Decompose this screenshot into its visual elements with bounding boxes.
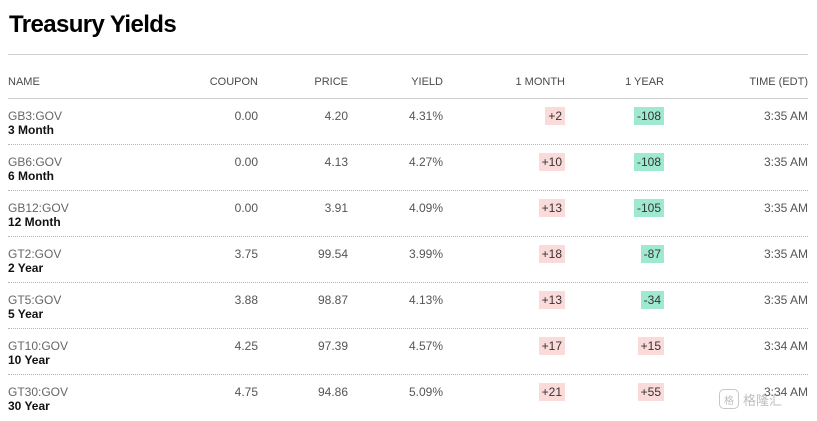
ticker-symbol[interactable]: GB12:GOV: [8, 201, 69, 215]
table-row[interactable]: GB12:GOV 12 Month 0.00 3.91 4.09% +13 -1…: [0, 191, 817, 237]
header-1-year[interactable]: 1 YEAR: [625, 76, 664, 88]
watermark-text: 格隆汇: [743, 392, 783, 408]
one-month-change-badge: +18: [538, 245, 565, 263]
security-name: 10 Year: [8, 353, 50, 367]
time-value: 3:35 AM: [763, 201, 808, 215]
time-value: 3:35 AM: [763, 109, 808, 123]
security-name: 30 Year: [8, 399, 50, 413]
table-row[interactable]: GT10:GOV 10 Year 4.25 97.39 4.57% +17 +1…: [0, 329, 817, 375]
ticker-symbol[interactable]: GB3:GOV: [8, 109, 63, 123]
one-year-change-badge: -108: [633, 107, 664, 125]
one-month-change-badge: +17: [538, 337, 565, 355]
one-year-change-badge: +15: [637, 337, 664, 355]
ticker-symbol[interactable]: GT5:GOV: [8, 293, 62, 307]
security-name: 3 Month: [8, 123, 54, 137]
gelonghui-logo-icon: 格: [719, 389, 739, 409]
coupon-value: 4.75: [234, 385, 258, 399]
yield-value: 4.57%: [408, 339, 443, 353]
page-title: Treasury Yields: [9, 11, 177, 38]
yield-value: 3.99%: [408, 247, 443, 261]
yield-value: 4.27%: [408, 155, 443, 169]
ticker-symbol[interactable]: GT30:GOV: [8, 385, 69, 399]
table-row[interactable]: GT30:GOV 30 Year 4.75 94.86 5.09% +21 +5…: [0, 375, 817, 421]
one-month-change-badge: +13: [538, 199, 565, 217]
coupon-value: 0.00: [234, 201, 258, 215]
price-value: 3.91: [324, 201, 348, 215]
coupon-value: 3.88: [234, 293, 258, 307]
one-month-change-badge: +13: [538, 291, 565, 309]
header-price[interactable]: PRICE: [314, 76, 348, 88]
price-value: 94.86: [317, 385, 348, 399]
one-year-change-badge: +55: [637, 383, 664, 401]
table-row[interactable]: GB6:GOV 6 Month 0.00 4.13 4.27% +10 -108…: [0, 145, 817, 191]
security-name: 2 Year: [8, 261, 44, 275]
header-divider: [8, 98, 808, 99]
security-name: 5 Year: [8, 307, 44, 321]
price-value: 99.54: [317, 247, 348, 261]
header-yield[interactable]: YIELD: [411, 76, 443, 88]
yield-value: 4.31%: [408, 109, 443, 123]
row-divider: [8, 328, 808, 329]
time-value: 3:35 AM: [763, 155, 808, 169]
yield-value: 4.13%: [408, 293, 443, 307]
one-year-change-badge: -87: [640, 245, 664, 263]
ticker-symbol[interactable]: GT2:GOV: [8, 247, 62, 261]
header-1-month[interactable]: 1 MONTH: [515, 76, 566, 88]
watermark: 格 格隆汇: [719, 386, 815, 412]
price-value: 98.87: [317, 293, 348, 307]
title-divider: [8, 54, 808, 55]
header-coupon[interactable]: COUPON: [209, 76, 258, 88]
one-month-change-badge: +2: [545, 107, 565, 125]
table-row[interactable]: GT5:GOV 5 Year 3.88 98.87 4.13% +13 -34 …: [0, 283, 817, 329]
one-month-change-badge: +21: [538, 383, 565, 401]
table-row[interactable]: GB3:GOV 3 Month 0.00 4.20 4.31% +2 -108 …: [0, 99, 817, 145]
coupon-value: 0.00: [234, 155, 258, 169]
one-year-change-badge: -108: [633, 153, 664, 171]
one-year-change-badge: -34: [640, 291, 664, 309]
time-value: 3:34 AM: [763, 385, 808, 399]
header-time[interactable]: TIME (EDT): [749, 76, 808, 88]
ticker-symbol[interactable]: GB6:GOV: [8, 155, 63, 169]
one-month-change-badge: +10: [538, 153, 565, 171]
yield-value: 5.09%: [408, 385, 443, 399]
price-value: 4.20: [324, 109, 348, 123]
price-value: 97.39: [317, 339, 348, 353]
time-value: 3:34 AM: [763, 339, 808, 353]
one-year-change-badge: -105: [633, 199, 664, 217]
row-divider: [8, 144, 808, 145]
time-value: 3:35 AM: [763, 247, 808, 261]
row-divider: [8, 236, 808, 237]
header-name[interactable]: NAME: [8, 76, 40, 88]
coupon-value: 3.75: [234, 247, 258, 261]
row-divider: [8, 374, 808, 375]
row-divider: [8, 190, 808, 191]
time-value: 3:35 AM: [763, 293, 808, 307]
security-name: 12 Month: [8, 215, 61, 229]
ticker-symbol[interactable]: GT10:GOV: [8, 339, 69, 353]
security-name: 6 Month: [8, 169, 54, 183]
table-row[interactable]: GT2:GOV 2 Year 3.75 99.54 3.99% +18 -87 …: [0, 237, 817, 283]
yield-value: 4.09%: [408, 201, 443, 215]
coupon-value: 4.25: [234, 339, 258, 353]
coupon-value: 0.00: [234, 109, 258, 123]
price-value: 4.13: [324, 155, 348, 169]
row-divider: [8, 282, 808, 283]
